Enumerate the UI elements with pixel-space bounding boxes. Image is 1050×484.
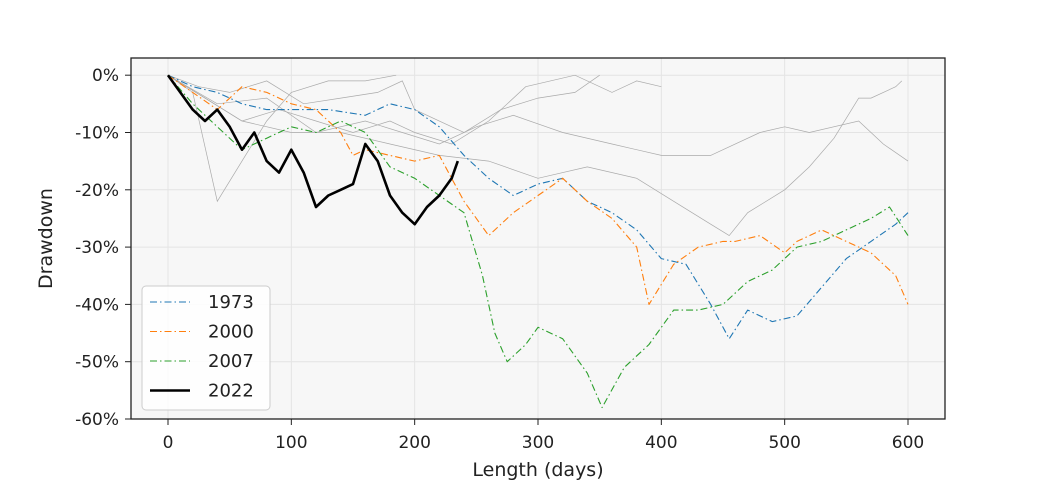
x-tick-label: 400: [645, 433, 677, 453]
x-tick-label: 200: [398, 433, 430, 453]
x-axis-label: Length (days): [472, 459, 603, 480]
legend-label-1973: 1973: [208, 292, 254, 313]
x-tick-label: 600: [892, 433, 924, 453]
y-tick-label: -40%: [75, 295, 119, 315]
background-series-line-2: [167, 74, 662, 145]
y-tick-label: -20%: [75, 181, 119, 201]
y-tick-label: -60%: [75, 410, 119, 430]
y-axis-label: Drawdown: [35, 188, 57, 289]
y-tick-label: -50%: [75, 353, 119, 373]
legend-label-2007: 2007: [208, 351, 254, 372]
y-tick-label: 0%: [92, 66, 119, 86]
x-tick-label: 500: [768, 433, 800, 453]
series-line-2022: [166, 74, 460, 226]
background-series-line-1: [167, 74, 397, 203]
y-tick-label: -10%: [75, 123, 119, 143]
legend-label-2000: 2000: [208, 322, 254, 343]
x-axis-ticks: 0 100 200 300 400 500 600: [163, 419, 924, 453]
legend-label-2022: 2022: [208, 381, 254, 402]
legend-box: [141, 285, 271, 411]
series-line-2000: [167, 74, 909, 305]
x-tick-label: 0: [163, 433, 174, 453]
background-series-line-3: [167, 74, 600, 133]
x-tick-label: 300: [522, 433, 554, 453]
legend: 1973 2000 2007 2022: [141, 285, 271, 411]
y-axis-ticks: 0% -10% -20% -30% -40% -50% -60%: [75, 66, 131, 430]
x-tick-label: 100: [275, 433, 307, 453]
y-tick-label: -30%: [75, 238, 119, 258]
main-series-lines: [166, 74, 909, 409]
